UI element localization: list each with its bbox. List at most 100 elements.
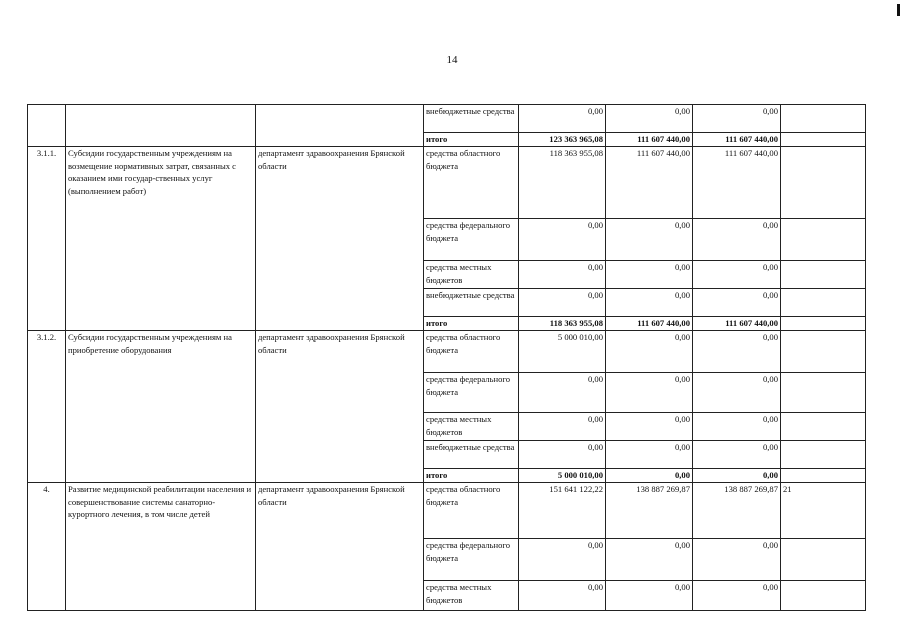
amount-cell: 0,00 bbox=[518, 372, 606, 413]
note-cell bbox=[780, 330, 866, 373]
table-row: 3.1.2. Субсидии государственным учреждени… bbox=[27, 330, 866, 483]
scan-mark bbox=[897, 4, 900, 16]
table-row: итого 118 363 955,08 111 607 440,00 111 607… bbox=[28, 316, 866, 331]
amount-cell: 118 363 955,08 bbox=[518, 316, 606, 331]
source-cell: средства областного бюджета bbox=[423, 146, 519, 219]
note-cell bbox=[780, 104, 866, 133]
amount-cell: 0,00 bbox=[692, 330, 781, 373]
section-name: Субсидии государственным учреждениям на … bbox=[65, 330, 256, 483]
source-cell: средства местных бюджетов bbox=[423, 260, 519, 289]
note-cell bbox=[780, 316, 866, 331]
amount-cell: 5 000 010,00 bbox=[518, 330, 606, 373]
amount-cell: 0,00 bbox=[518, 412, 606, 441]
amount-cell: 0,00 bbox=[692, 440, 781, 469]
amount-cell: 0,00 bbox=[518, 440, 606, 469]
amount-cell: 5 000 010,00 bbox=[518, 468, 606, 483]
amount-cell: 111 607 440,00 bbox=[605, 146, 693, 219]
source-cell: внебюджетные средства bbox=[423, 104, 519, 133]
source-cell: итого bbox=[423, 316, 519, 331]
amount-cell: 111 607 440,00 bbox=[605, 132, 693, 147]
amount-cell: 151 641 122,22 bbox=[518, 482, 606, 539]
table-row: итого 123 363 965,08 111 607 440,00 111 607… bbox=[28, 132, 866, 147]
amount-cell: 0,00 bbox=[518, 104, 606, 133]
amount-cell: 0,00 bbox=[692, 104, 781, 133]
source-cell: средства федерального бюджета bbox=[423, 372, 519, 413]
amount-cell: 0,00 bbox=[605, 538, 693, 581]
section-number: 3.1.1. bbox=[27, 146, 66, 331]
amount-cell: 0,00 bbox=[605, 218, 693, 261]
source-cell: средства местных бюджетов bbox=[423, 580, 519, 611]
note-cell bbox=[780, 218, 866, 261]
amount-cell: 0,00 bbox=[692, 372, 781, 413]
note-cell bbox=[780, 146, 866, 219]
source-cell: внебюджетные средства bbox=[423, 440, 519, 469]
amount-cell: 0,00 bbox=[692, 218, 781, 261]
table-row: внебюджетные средства 0,00 0,00 0,00 bbox=[28, 288, 866, 317]
amount-cell: 0,00 bbox=[692, 580, 781, 611]
source-cell: средства федерального бюджета bbox=[423, 538, 519, 581]
note-cell bbox=[780, 538, 866, 581]
amount-cell: 123 363 965,08 bbox=[518, 132, 606, 147]
note-cell bbox=[780, 372, 866, 413]
amount-cell: 0,00 bbox=[605, 372, 693, 413]
amount-cell: 0,00 bbox=[692, 468, 781, 483]
note-cell bbox=[780, 468, 866, 483]
amount-cell: 0,00 bbox=[605, 330, 693, 373]
executor-cell bbox=[255, 104, 424, 147]
amount-cell: 0,00 bbox=[605, 260, 693, 289]
amount-cell: 0,00 bbox=[518, 260, 606, 289]
amount-cell: 0,00 bbox=[518, 538, 606, 581]
amount-cell: 111 607 440,00 bbox=[692, 146, 781, 219]
name-cell bbox=[65, 104, 256, 147]
amount-cell: 0,00 bbox=[518, 218, 606, 261]
number-cell bbox=[27, 104, 66, 147]
section-executor: департамент здравоохранения Брянской обл… bbox=[255, 146, 424, 331]
amount-cell: 111 607 440,00 bbox=[692, 132, 781, 147]
amount-cell: 138 887 269,87 bbox=[605, 482, 693, 539]
amount-cell: 0,00 bbox=[518, 288, 606, 317]
table-row: средства федерального бюджета 0,00 0,00 0,0… bbox=[28, 218, 866, 261]
amount-cell: 0,00 bbox=[605, 580, 693, 611]
budget-table: внебюджетные средства 0,00 0,00 0,00 итого 12… bbox=[27, 104, 866, 611]
amount-cell: 118 363 955,08 bbox=[518, 146, 606, 219]
source-cell: средства областного бюджета bbox=[423, 482, 519, 539]
table-row: внебюджетные средства 0,00 0,00 0,00 bbox=[27, 104, 866, 147]
table-row: итого 5 000 010,00 0,00 0,00 bbox=[28, 468, 866, 483]
table-row: средства местных бюджетов 0,00 0,00 0,00 bbox=[28, 260, 866, 289]
table-row: средства местных бюджетов 0,00 0,00 0,00 bbox=[28, 580, 866, 611]
table-row: внебюджетные средства 0,00 0,00 0,00 bbox=[28, 440, 866, 469]
table-row: 4. Развитие медицинской реабилитации насе… bbox=[27, 482, 866, 611]
table-row: средства федерального бюджета 0,00 0,00 0,0… bbox=[28, 538, 866, 581]
amount-cell: 0,00 bbox=[605, 440, 693, 469]
note-cell: 21 bbox=[780, 482, 866, 539]
source-cell: итого bbox=[423, 132, 519, 147]
note-cell bbox=[780, 580, 866, 611]
source-cell: итого bbox=[423, 468, 519, 483]
section-number: 3.1.2. bbox=[27, 330, 66, 483]
amount-cell: 0,00 bbox=[692, 260, 781, 289]
note-cell bbox=[780, 260, 866, 289]
amount-cell: 138 887 269,87 bbox=[692, 482, 781, 539]
amount-cell: 111 607 440,00 bbox=[692, 316, 781, 331]
source-cell: внебюджетные средства bbox=[423, 288, 519, 317]
amount-cell: 0,00 bbox=[692, 288, 781, 317]
section-name: Субсидии государственным учреждениям на … bbox=[65, 146, 256, 331]
amount-cell: 0,00 bbox=[605, 288, 693, 317]
amount-cell: 0,00 bbox=[518, 580, 606, 611]
section-name: Развитие медицинской реабилитации населе… bbox=[65, 482, 256, 611]
note-cell bbox=[780, 440, 866, 469]
note-cell bbox=[780, 412, 866, 441]
source-cell: средства местных бюджетов bbox=[423, 412, 519, 441]
amount-cell: 0,00 bbox=[605, 412, 693, 441]
table-row: 3.1.1. Субсидии государственным учреждени… bbox=[27, 146, 866, 331]
source-cell: средства федерального бюджета bbox=[423, 218, 519, 261]
page-number: 14 bbox=[446, 54, 458, 66]
note-cell bbox=[780, 288, 866, 317]
section-executor: департамент здравоохранения Брянской обл… bbox=[255, 330, 424, 483]
amount-cell: 0,00 bbox=[605, 468, 693, 483]
amount-cell: 0,00 bbox=[692, 538, 781, 581]
section-executor: департамент здравоохранения Брянской обл… bbox=[255, 482, 424, 611]
amount-cell: 111 607 440,00 bbox=[605, 316, 693, 331]
amount-cell: 0,00 bbox=[605, 104, 693, 133]
source-cell: средства областного бюджета bbox=[423, 330, 519, 373]
